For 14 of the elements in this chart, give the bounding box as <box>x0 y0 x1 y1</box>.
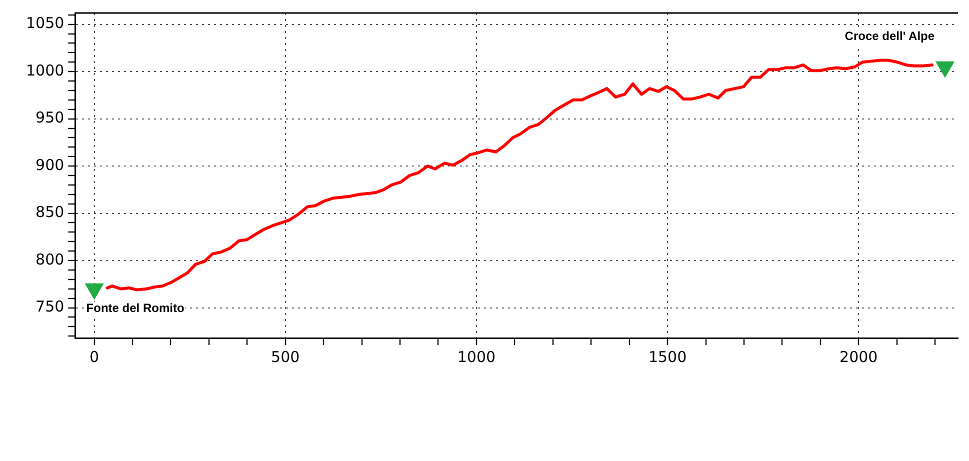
x-tick-label: 1000 <box>457 348 496 366</box>
x-tick-label: 2000 <box>840 348 878 366</box>
x-tick-label: 500 <box>271 348 300 366</box>
x-tick-label: 1500 <box>648 348 687 366</box>
annotation: Croce dell' Alpe <box>844 29 935 44</box>
x-tick-label: 0 <box>90 348 100 366</box>
y-tick-label: 950 <box>36 108 64 127</box>
y-tick-label: 800 <box>36 250 64 268</box>
annotation: Fonte del Romito <box>86 301 184 316</box>
y-tick-label: 1050 <box>26 14 64 32</box>
y-tick-label: 750 <box>36 298 64 316</box>
y-tick-label: 850 <box>36 203 64 222</box>
y-tick-label: 1000 <box>26 61 64 80</box>
y-tick-label: 900 <box>36 156 64 174</box>
